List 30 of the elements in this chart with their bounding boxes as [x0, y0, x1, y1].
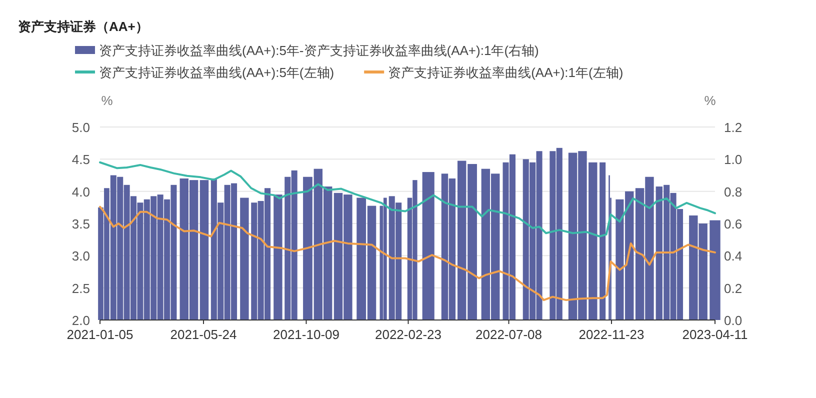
x-tick-label: 2021-01-05 — [66, 327, 134, 342]
legend-label: 资产支持证券收益率曲线(AA+):5年(左轴) — [99, 65, 334, 80]
y-tick-label: 2.0 — [72, 313, 90, 328]
y2-tick-label: 0.2 — [724, 280, 742, 296]
x-tick-label: 2022-11-23 — [578, 327, 644, 342]
x-tick-label: 2022-02-23 — [374, 327, 442, 342]
y2-tick-label: 0.4 — [724, 248, 742, 264]
y2-tick-label: 0.6 — [724, 216, 742, 232]
y-tick-label: 4.0 — [72, 184, 90, 200]
y-axis-title: % — [101, 93, 114, 108]
bar — [600, 162, 606, 320]
x-tick-label: 2021-05-24 — [170, 327, 237, 342]
legend-label: 资产支持证券收益率曲线(AA+):5年-资产支持证券收益率曲线(AA+):1年(右轴) — [99, 43, 539, 58]
chart-title: 资产支持证券（AA+） — [18, 19, 148, 34]
y-tick-label: 3.5 — [72, 216, 90, 232]
x-tick-label: 2022-07-08 — [476, 327, 542, 342]
line-series — [99, 206, 716, 302]
y2-tick-label: 0.0 — [724, 313, 742, 328]
y-tick-label: 5.0 — [72, 120, 90, 135]
y-tick-label: 3.0 — [72, 248, 90, 264]
y-tick-label: 4.5 — [72, 152, 90, 168]
y2-tick-label: 1.0 — [724, 152, 742, 168]
line-series — [99, 161, 716, 238]
x-tick-label: 2021-10-09 — [272, 327, 340, 342]
legend-label: 资产支持证券收益率曲线(AA+):1年(左轴) — [388, 65, 624, 80]
y2-tick-label: 0.8 — [724, 184, 742, 200]
y2-tick-label: 1.2 — [724, 120, 742, 135]
x-tick-label: 2023-04-11 — [682, 327, 748, 342]
y-tick-label: 2.5 — [72, 280, 90, 296]
y2-axis-title: % — [704, 93, 716, 108]
